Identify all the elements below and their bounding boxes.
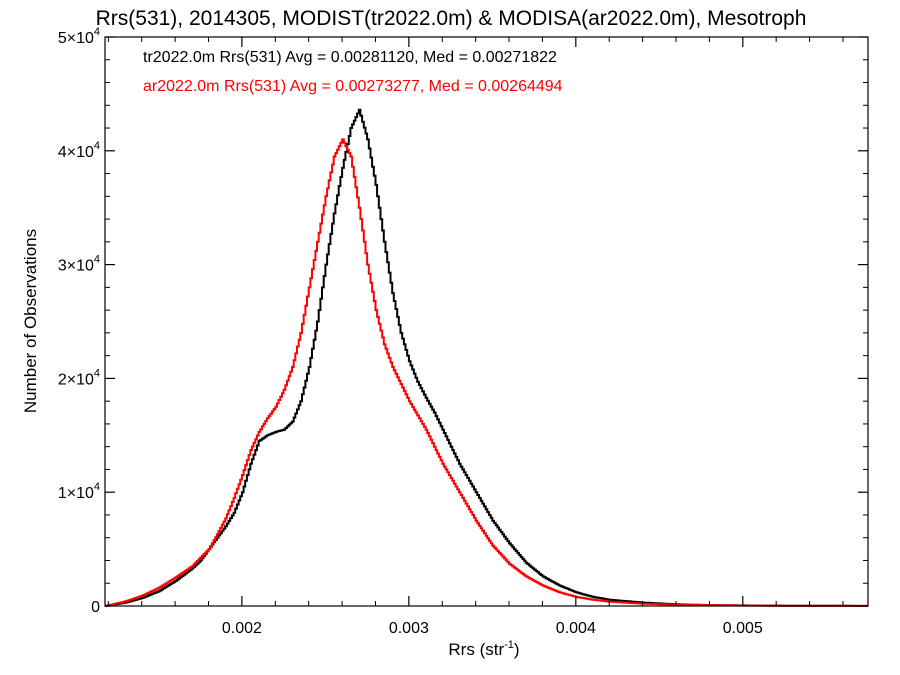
series-2-histogram — [105, 138, 868, 607]
y-tick-label-exponent: 4 — [94, 140, 100, 152]
x-tick-label: 0.004 — [556, 620, 596, 637]
x-axis-label-main: Rrs (str — [448, 640, 504, 659]
y-tick-label-mantissa: 1×10 — [58, 485, 94, 502]
y-tick-label: 5×104 — [58, 26, 100, 47]
chart-title: Rrs(531), 2014305, MODIST(tr2022.0m) & M… — [96, 7, 807, 30]
y-tick-label: 2×104 — [58, 367, 100, 388]
x-tick-label: 0.005 — [723, 620, 763, 637]
y-tick-label: 0 — [91, 599, 100, 616]
annotation-1: tr2022.0m Rrs(531) Avg = 0.00281120, Med… — [143, 49, 557, 66]
y-tick-label-mantissa: 0 — [91, 599, 100, 616]
x-tick-label: 0.003 — [389, 620, 429, 637]
y-tick-label-mantissa: 3×10 — [58, 258, 94, 275]
y-tick-label: 4×104 — [58, 140, 100, 161]
x-axis-label-exponent: -1 — [504, 639, 514, 651]
y-tick-label-mantissa: 5×10 — [58, 30, 94, 47]
y-tick-label-exponent: 4 — [94, 367, 100, 379]
y-tick-label: 3×104 — [58, 254, 100, 275]
y-tick-label-mantissa: 2×10 — [58, 371, 94, 388]
y-axis-label: Number of Observations — [21, 229, 40, 413]
series-layer — [105, 108, 868, 607]
y-tick-label-mantissa: 4×10 — [58, 144, 94, 161]
x-axis-label-tail: ) — [514, 640, 520, 659]
plot-frame — [104, 36, 869, 607]
y-tick-label-exponent: 4 — [94, 254, 100, 266]
y-tick-label: 1×104 — [58, 481, 100, 502]
y-tick-label-exponent: 4 — [94, 26, 100, 38]
x-tick-label: 0.002 — [222, 620, 262, 637]
ticks-layer: 0.002 0.003 0.004 0.00501×1042×1043×1044×10… — [58, 26, 868, 637]
y-tick-label-exponent: 4 — [94, 481, 100, 493]
annotations: tr2022.0m Rrs(531) Avg = 0.00281120, Med… — [143, 49, 563, 95]
annotation-2: ar2022.0m Rrs(531) Avg = 0.00273277, Med… — [143, 78, 563, 95]
x-axis-label: Rrs (str-1) — [448, 639, 519, 659]
